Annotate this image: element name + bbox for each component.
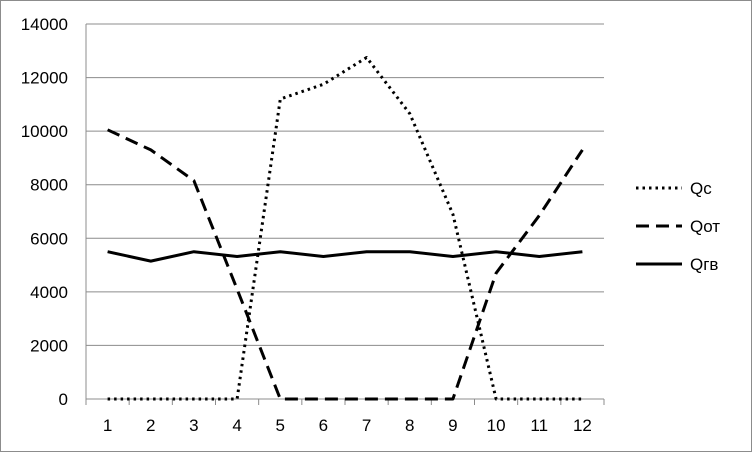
y-tick-label: 12000	[21, 69, 68, 88]
axes	[85, 24, 605, 405]
x-tick-label: 8	[405, 416, 414, 435]
y-tick-label: 14000	[21, 15, 68, 34]
series-line	[107, 250, 583, 263]
x-tick-label: 5	[276, 416, 285, 435]
x-tick-label: 11	[530, 416, 548, 435]
x-tick-label: 7	[362, 416, 371, 435]
series-line	[107, 56, 583, 401]
x-tick-labels: 1 2 3 4 5 6 7 8 9 10 11 12	[103, 416, 592, 435]
y-tick-label: 8000	[30, 176, 68, 195]
legend: Qс Qот Qгв	[636, 179, 720, 274]
x-tick-label: 12	[573, 416, 592, 435]
gridlines	[86, 23, 604, 346]
x-tick-label: 3	[189, 416, 198, 435]
legend-label: Qот	[690, 217, 720, 236]
y-tick-label: 0	[59, 390, 68, 409]
series-lines	[106, 56, 584, 401]
legend-label: Qс	[690, 179, 712, 198]
y-tick-label: 6000	[30, 229, 68, 248]
x-tick-label: 1	[103, 416, 112, 435]
x-tick-label: 2	[146, 416, 155, 435]
y-tick-label: 4000	[30, 283, 68, 302]
x-tick-label: 4	[232, 416, 241, 435]
y-tick-label: 10000	[21, 122, 68, 141]
y-tick-labels: 0 2000 4000 6000 8000 10000 12000 14000	[21, 15, 68, 409]
y-tick-label: 2000	[30, 336, 68, 355]
x-tick-label: 9	[448, 416, 457, 435]
series-line	[106, 128, 584, 401]
legend-label: Qгв	[690, 255, 718, 274]
x-tick-label: 6	[319, 416, 328, 435]
x-tick-label: 10	[487, 416, 506, 435]
